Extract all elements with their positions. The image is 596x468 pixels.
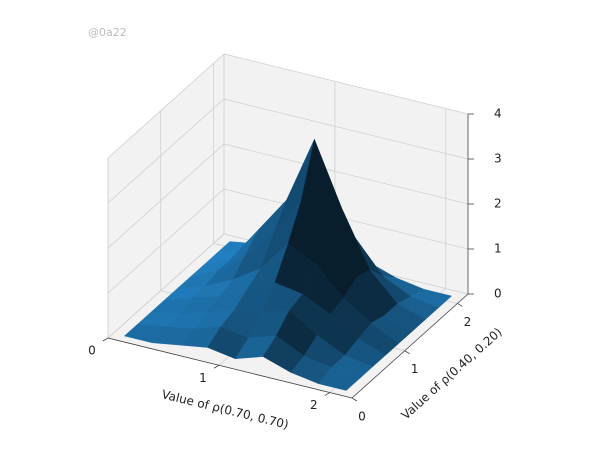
- x-axis-label: Value of ρ(0.70, 0.70): [160, 387, 290, 432]
- x-tick: [102, 337, 109, 342]
- z-grid-line: [107, 143, 469, 249]
- surface-facet: [318, 367, 360, 391]
- z-tick-label: 1: [494, 242, 502, 256]
- z-tick-label: 4: [494, 107, 502, 121]
- z-grid-line: [107, 188, 469, 294]
- watermark: @0a22: [88, 26, 127, 39]
- x-tick: [324, 392, 331, 396]
- y-tick: [351, 397, 358, 402]
- z-grid-line: [107, 98, 469, 204]
- y-tick-label: 2: [464, 315, 472, 329]
- y-tick: [457, 303, 463, 307]
- axis-line: [351, 293, 469, 399]
- x-tick-label: 2: [310, 398, 318, 412]
- z-tick-label: 3: [494, 152, 502, 166]
- axis-line: [107, 337, 353, 399]
- z-tick-label: 2: [494, 197, 502, 211]
- x-tick-label: 0: [88, 344, 96, 358]
- z-grid-line: [107, 53, 469, 159]
- y-tick: [404, 350, 410, 355]
- y-tick-label: 0: [358, 410, 366, 424]
- y-tick-label: 1: [411, 362, 419, 376]
- x-tick-label: 1: [199, 371, 207, 385]
- z-tick-label: 0: [494, 287, 502, 301]
- x-tick: [213, 364, 220, 369]
- surface: [124, 139, 452, 391]
